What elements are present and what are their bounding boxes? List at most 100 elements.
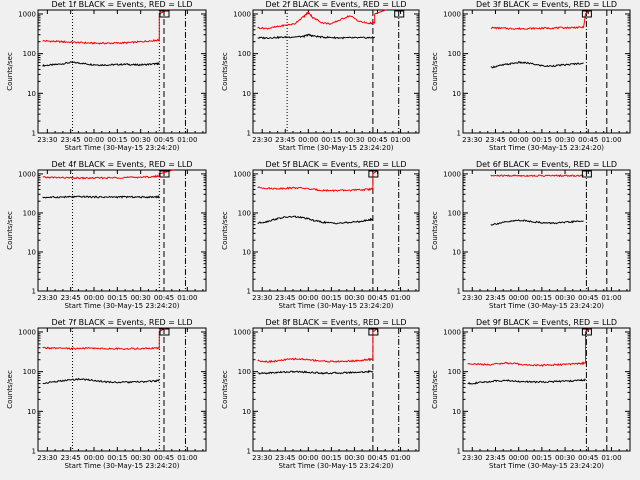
panel-title: Det 7f BLACK = Events, RED = LLD [51,318,192,327]
x-tick-label: 00:45 [367,294,387,302]
x-tick-label: 00:30 [131,136,151,144]
events-series-line [257,370,374,375]
y-tick-label: 100 [238,209,251,217]
x-tick-label: 23:45 [275,454,295,462]
x-axis-label: Start Time (30-May-15 23:24:20) [64,462,179,470]
x-tick-label: 01:00 [390,136,410,144]
bracket-box-marker [581,328,592,336]
x-tick-label: 00:15 [321,454,341,462]
x-tick-label: 23:30 [252,136,272,144]
panel-title: Det 6f BLACK = Events, RED = LLD [476,160,617,169]
panel-title: Det 1f BLACK = Events, RED = LLD [51,0,192,9]
bracket-box-marker [159,170,170,178]
y-tick-label: 10 [242,248,251,256]
x-tick-label: 00:30 [555,136,575,144]
panel-title: Det 2f BLACK = Events, RED = LLD [265,0,406,9]
x-tick-label: 23:45 [275,136,295,144]
plot-frame [462,327,631,452]
y-tick-label: 1000 [443,170,461,178]
x-tick-label: 00:15 [532,454,552,462]
x-tick-label: 01:00 [601,136,621,144]
y-tick-label: 1 [32,288,36,296]
x-tick-label: 00:30 [344,454,364,462]
x-axis-label: Start Time (30-May-15 23:24:20) [64,302,179,310]
y-tick-label: 1 [457,288,461,296]
y-tick-label: 10 [242,408,251,416]
x-tick-label: 00:45 [578,294,598,302]
x-axis-label: Start Time (30-May-15 23:24:20) [64,144,179,152]
x-tick-label: 00:00 [84,136,104,144]
events-series-line [257,33,375,40]
x-tick-label: 00:30 [131,454,151,462]
bracket-box-marker [368,170,379,178]
x-tick-label: 01:00 [390,454,410,462]
lld-series-line [42,9,168,45]
plot-frame [37,169,207,292]
y-tick-label: 100 [23,50,36,58]
y-axis-label: Counts/sec [6,211,14,250]
x-tick-label: 00:15 [321,294,341,302]
bracket-box-marker [368,328,379,336]
y-axis-label: Counts/sec [431,52,439,91]
events-series-line [42,377,160,385]
events-series-line [42,194,160,199]
plot-frame [462,9,631,134]
x-tick-label: 23:45 [61,136,81,144]
lld-series-line [42,169,174,180]
y-tick-label: 1000 [18,170,36,178]
plot-frame [252,327,420,452]
x-tick-label: 23:30 [252,294,272,302]
y-tick-label: 10 [452,90,461,98]
events-series-line [467,378,586,385]
y-tick-label: 1000 [443,328,461,336]
x-axis-label: Start Time (30-May-15 23:24:20) [489,144,604,152]
y-tick-label: 100 [238,50,251,58]
y-tick-label: 1000 [233,328,251,336]
y-tick-label: 10 [27,248,36,256]
x-tick-label: 00:30 [555,294,575,302]
x-tick-label: 23:45 [61,294,81,302]
x-tick-label: 00:00 [298,136,318,144]
y-tick-label: 1000 [443,10,461,18]
x-tick-label: 00:00 [298,454,318,462]
y-tick-label: 10 [27,408,36,416]
y-axis-label: Counts/sec [221,211,229,250]
panel-title: Det 9f BLACK = Events, RED = LLD [476,318,617,327]
x-axis-label: Start Time (30-May-15 23:24:20) [278,302,393,310]
y-tick-label: 1 [457,130,461,138]
panel-det-8: Det 8f BLACK = Events, RED = LLD 1 10 100 10… [221,318,420,470]
lld-series-line [490,9,590,31]
y-tick-label: 1000 [18,10,36,18]
x-tick-label: 00:30 [555,454,575,462]
panel-det-2: Det 2f BLACK = Events, RED = LLD 1 10 100 10… [221,0,420,152]
x-tick-label: 01:00 [601,454,621,462]
x-tick-label: 00:30 [344,294,364,302]
plot-frame [37,9,207,134]
y-tick-label: 100 [238,368,251,376]
x-tick-label: 23:30 [462,136,482,144]
y-tick-label: 100 [23,209,36,217]
x-tick-label: 00:00 [84,294,104,302]
panel-title: Det 3f BLACK = Events, RED = LLD [476,0,617,9]
plot-frame [252,9,420,134]
panel-det-6: Det 6f BLACK = Events, RED = LLD 1 10 100 10… [431,160,631,310]
y-tick-label: 1 [247,130,251,138]
x-axis-label: Start Time (30-May-15 23:24:20) [489,302,604,310]
x-tick-label: 00:00 [84,454,104,462]
x-tick-label: 23:30 [462,294,482,302]
y-tick-label: 100 [448,50,461,58]
x-tick-label: 23:30 [462,454,482,462]
x-axis-label: Start Time (30-May-15 23:24:20) [278,144,393,152]
x-tick-label: 01:00 [177,136,197,144]
x-tick-label: 23:30 [252,454,272,462]
y-tick-label: 100 [448,368,461,376]
plot-frame [252,169,420,292]
y-axis-label: Counts/sec [6,370,14,409]
lld-series-line [42,327,166,351]
lld-series-line [257,9,386,30]
x-tick-label: 00:30 [131,294,151,302]
x-tick-label: 00:15 [532,136,552,144]
x-tick-label: 00:15 [107,136,127,144]
events-series-line [490,61,584,69]
x-tick-label: 00:45 [154,136,174,144]
